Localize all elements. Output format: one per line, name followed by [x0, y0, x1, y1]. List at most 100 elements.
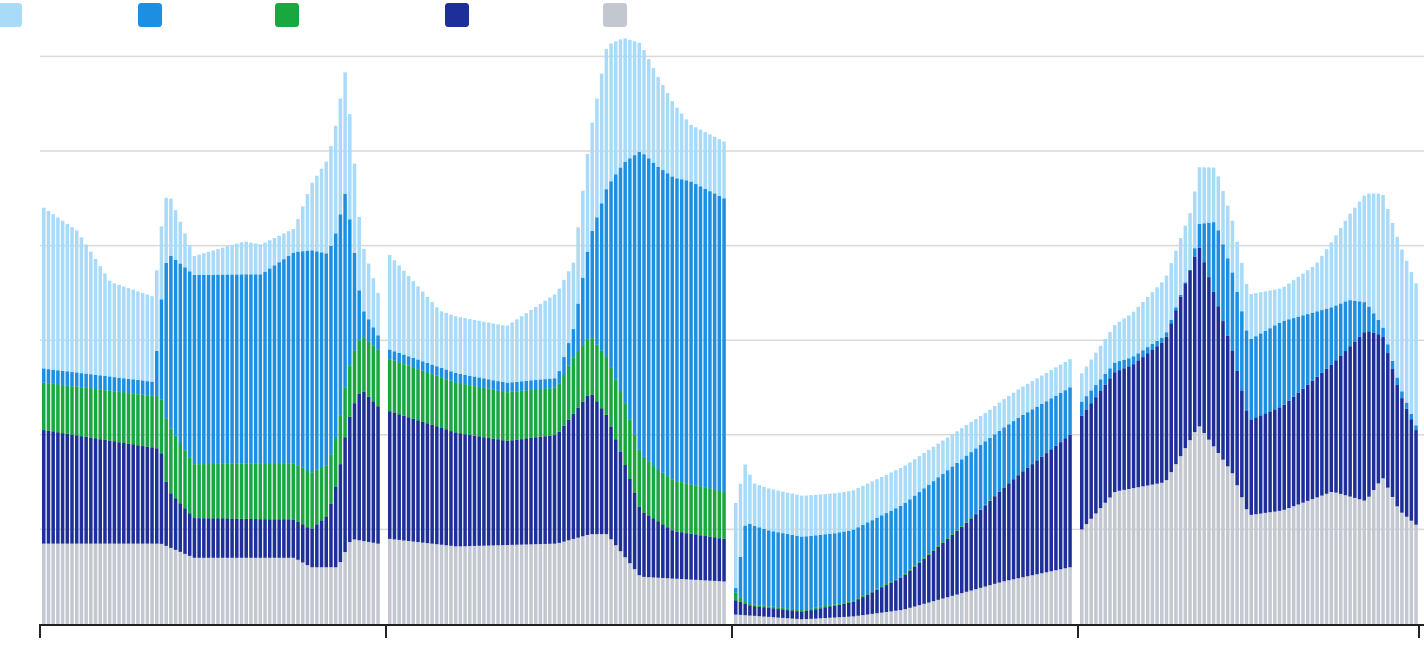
bar-segment: [936, 546, 940, 600]
bar-segment: [348, 416, 352, 543]
bar-segment: [557, 371, 562, 384]
bar-segment: [790, 534, 795, 609]
bar-segment: [1098, 345, 1103, 380]
bar-segment: [609, 181, 613, 368]
bar-segment: [65, 223, 70, 372]
bar-segment: [799, 610, 804, 612]
bar-segment: [357, 340, 361, 394]
bar-segment: [472, 545, 477, 624]
bar-segment: [1376, 193, 1381, 321]
bar-segment: [1011, 479, 1016, 580]
bar-segment: [1068, 359, 1072, 388]
bar-segment: [477, 387, 481, 437]
bar-segment: [969, 518, 973, 591]
bar-segment: [790, 610, 795, 619]
bar-segment: [757, 605, 762, 607]
bar-segment: [861, 595, 865, 598]
bar-segment: [397, 362, 401, 415]
bar-segment: [1080, 415, 1084, 530]
bar-segment: [1112, 325, 1117, 363]
bar-segment: [557, 288, 562, 372]
bar-segment: [202, 557, 206, 624]
bar-segment: [894, 470, 898, 509]
bar-segment: [997, 582, 1002, 624]
bar-segment: [795, 611, 799, 619]
bar-segment: [84, 543, 88, 624]
bar-segment: [576, 227, 580, 304]
bar-segment: [712, 193, 717, 490]
bar-segment: [684, 579, 689, 624]
bar-segment: [352, 350, 357, 404]
bar-segment: [1117, 361, 1122, 371]
bar-segment: [315, 567, 319, 624]
bar-segment: [983, 505, 988, 587]
bar-segment: [1324, 249, 1329, 309]
bar-segment: [107, 280, 112, 377]
bar-segment: [173, 435, 178, 499]
bar-segment: [458, 546, 463, 624]
bar-segment: [642, 154, 646, 457]
bar-segment: [131, 444, 135, 544]
bar-segment: [865, 594, 870, 615]
bar-segment: [463, 318, 467, 375]
bar-segment: [282, 519, 286, 558]
bar-segment: [519, 439, 524, 545]
bar-segment: [776, 609, 780, 618]
bar-segment: [922, 558, 926, 604]
bar-segment: [533, 437, 538, 545]
bar-segment: [1329, 242, 1334, 308]
bar-segment: [230, 244, 234, 275]
legend-item: [275, 3, 299, 27]
bar-segment: [122, 392, 126, 444]
bar-segment: [249, 274, 253, 464]
bar-segment: [1310, 499, 1315, 624]
bar-segment: [225, 557, 230, 624]
bar-segment: [670, 176, 675, 480]
bar-segment: [225, 246, 230, 275]
bar-segment: [1273, 409, 1277, 512]
bar-segment: [1287, 319, 1291, 401]
bar-segment: [315, 469, 319, 525]
bar-segment: [861, 524, 865, 596]
bar-segment: [809, 495, 813, 536]
bar-segment: [439, 367, 444, 378]
bar-segment: [969, 590, 973, 624]
bar-segment: [376, 335, 380, 350]
bar-segment: [1089, 518, 1093, 624]
bar-segment: [122, 443, 126, 544]
bar-segment: [159, 453, 164, 544]
bar-segment: [529, 544, 533, 624]
bar-segment: [799, 536, 804, 611]
bar-segment: [333, 125, 338, 234]
bar-segment: [585, 534, 590, 624]
bar-segment: [832, 617, 837, 624]
bar-segment: [178, 443, 183, 504]
bar-segment: [837, 492, 842, 533]
bar-segment: [978, 587, 983, 624]
bar-segment: [941, 542, 945, 599]
bar-segment: [628, 479, 632, 564]
bar-segment: [249, 557, 253, 624]
bar-segment: [1230, 272, 1235, 351]
bar-segment: [974, 589, 978, 624]
bar-segment: [1400, 391, 1404, 399]
bar-segment: [562, 357, 566, 375]
bar-segment: [832, 533, 837, 605]
bar-segment: [548, 388, 552, 436]
bar-segment: [964, 591, 969, 624]
bar-segment: [585, 339, 590, 396]
bar-segment: [1240, 390, 1244, 498]
bar-segment: [206, 274, 211, 465]
bar-segment: [1343, 301, 1348, 352]
bar-segment: [1230, 220, 1235, 273]
bar-segment: [496, 545, 500, 624]
bar-segment: [599, 408, 604, 535]
bar-segment: [319, 252, 324, 468]
bar-segment: [1108, 497, 1112, 624]
bar-segment: [670, 578, 675, 624]
bar-segment: [927, 553, 931, 555]
bar-segment: [244, 557, 248, 624]
bar-segment: [922, 557, 926, 559]
bar-segment: [776, 607, 780, 610]
bar-segment: [684, 533, 689, 580]
